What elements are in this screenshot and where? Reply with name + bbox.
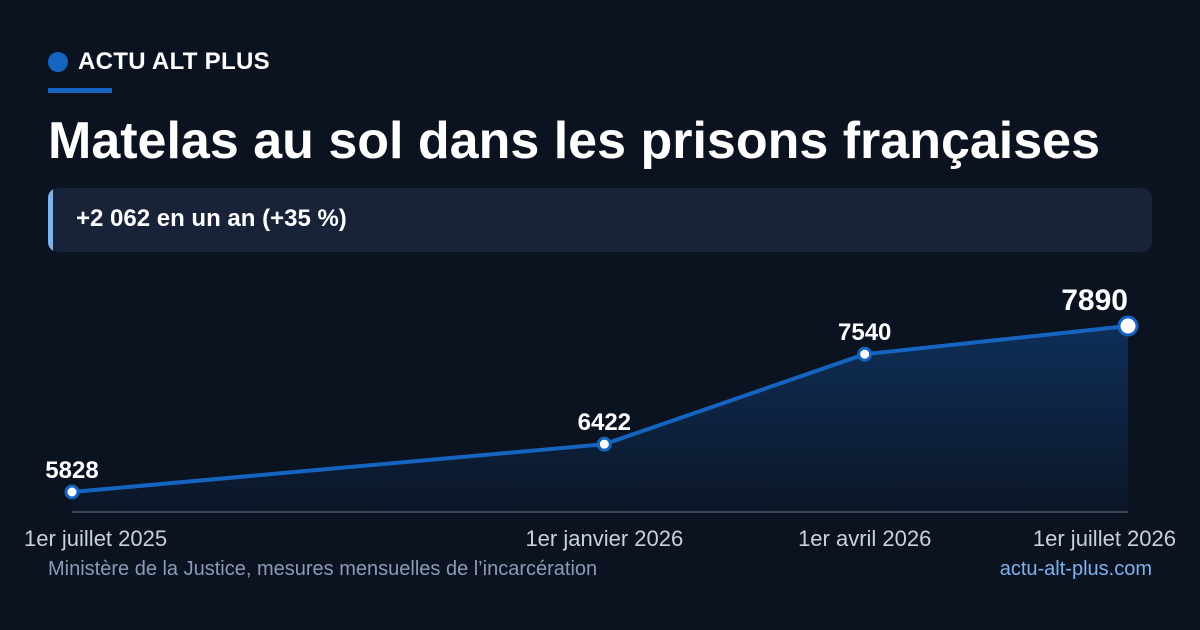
data-label-2: 6422 <box>578 409 631 436</box>
highlight-accent-bar <box>48 188 53 252</box>
brand-underline <box>48 88 112 93</box>
brand-name: ACTU ALT PLUS <box>78 48 270 75</box>
x-tick-label-4: 1er juillet 2026 <box>1033 526 1176 551</box>
data-label-4: 7890 <box>1061 284 1128 317</box>
data-label-1: 5828 <box>45 457 98 484</box>
x-tick-label-3: 1er avril 2026 <box>798 526 931 551</box>
brand: ACTU ALT PLUS <box>48 48 270 76</box>
footer-site-link[interactable]: actu-alt-plus.com <box>999 558 1152 580</box>
footer-source: Ministère de la Justice, mesures mensuel… <box>48 558 598 580</box>
data-point-2 <box>596 436 612 452</box>
highlight-box: +2 062 en un an (+35 %) <box>48 188 1152 252</box>
x-tick-label-2: 1er janvier 2026 <box>525 526 683 551</box>
chart-area-fill <box>72 326 1128 512</box>
highlight-text: +2 062 en un an (+35 %) <box>76 205 347 232</box>
data-point-1 <box>64 484 80 500</box>
data-point-4 <box>1117 315 1139 337</box>
x-tick-label-1: 1er juillet 2025 <box>24 526 167 551</box>
brand-dot-icon <box>48 52 68 72</box>
page-title: Matelas au sol dans les prisons français… <box>48 112 1101 170</box>
data-label-3: 7540 <box>838 319 891 346</box>
data-point-3 <box>857 346 873 362</box>
chart-series-line <box>70 324 1130 494</box>
